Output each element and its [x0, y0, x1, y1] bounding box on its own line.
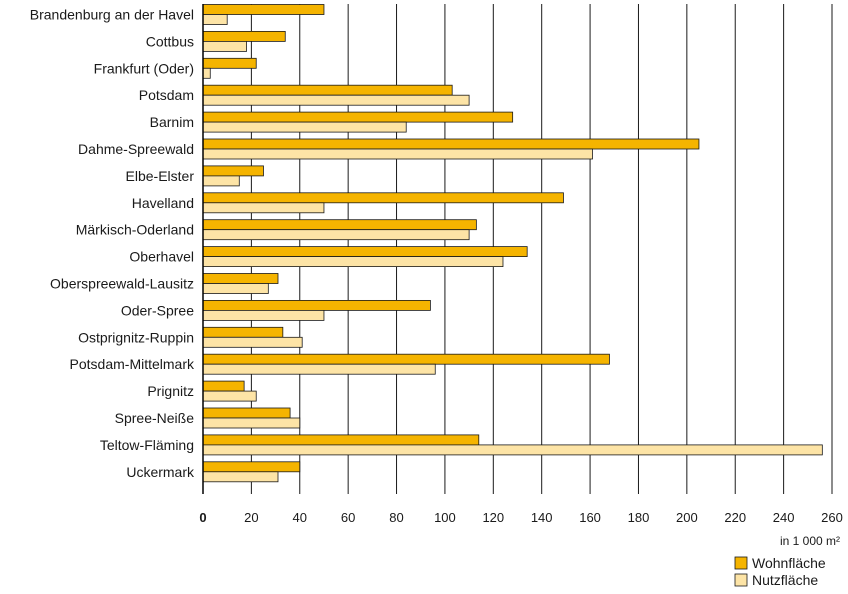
bar-wohnflaeche: [202, 165, 264, 177]
category-label: Frankfurt (Oder): [94, 60, 194, 76]
bar-wohnflaeche: [202, 326, 284, 338]
bar-wohnflaeche: [202, 4, 325, 15]
category-label: Teltow-Fläming: [100, 437, 194, 453]
bar-nutzflaeche: [202, 202, 325, 214]
bar-nutzflaeche: [202, 390, 257, 402]
category-label: Havelland: [132, 195, 194, 211]
bar-nutzflaeche: [202, 229, 470, 241]
bar-nutzflaeche: [202, 283, 269, 294]
bar-nutzflaeche: [202, 41, 247, 52]
bar-nutzflaeche: [202, 444, 823, 456]
category-label: Oberhavel: [129, 249, 194, 265]
bar-wohnflaeche: [202, 380, 245, 392]
bar-nutzflaeche: [202, 336, 303, 348]
bar-wohnflaeche: [202, 138, 700, 150]
bar-wohnflaeche: [202, 353, 610, 365]
legend-label-nutzflaeche: Nutzfläche: [752, 572, 818, 588]
legend-label-wohnflaeche: Wohnfläche: [752, 555, 826, 571]
category-label: Oder-Spree: [121, 302, 194, 318]
category-label: Brandenburg an der Havel: [30, 7, 194, 23]
category-label: Prignitz: [147, 383, 194, 399]
bar-wohnflaeche: [202, 57, 257, 69]
category-label: Elbe-Elster: [126, 168, 195, 184]
bar-nutzflaeche: [202, 121, 407, 133]
category-label: Potsdam: [139, 87, 194, 103]
bar-nutzflaeche: [202, 67, 211, 79]
x-tick-label-220: 220: [724, 510, 746, 525]
legend-swatch-wohnflaeche: [734, 556, 748, 570]
bar-nutzflaeche: [202, 471, 279, 483]
bar-wohnflaeche: [202, 219, 477, 231]
x-tick-label-120: 120: [482, 510, 504, 525]
category-label: Potsdam-Mittelmark: [70, 356, 195, 372]
bar-nutzflaeche: [202, 94, 470, 106]
category-labels: Brandenburg an der Havel Cottbus Frankfurt…: [30, 7, 195, 480]
category-label: Spree-Neiße: [115, 410, 195, 426]
bar-wohnflaeche: [202, 273, 279, 284]
category-label: Oberspreewald-Lausitz: [50, 276, 194, 292]
bar-nutzflaeche: [202, 175, 240, 187]
category-label: Cottbus: [146, 33, 194, 49]
bar-nutzflaeche: [202, 256, 504, 268]
bar-wohnflaeche: [202, 111, 514, 123]
x-tick-label-180: 180: [628, 510, 650, 525]
x-tick-label-20: 20: [244, 510, 258, 525]
bar-nutzflaeche: [202, 363, 436, 375]
x-tick-label-100: 100: [434, 510, 456, 525]
bar-wohnflaeche: [202, 434, 480, 446]
category-label: Barnim: [150, 114, 194, 130]
bar-wohnflaeche: [202, 299, 431, 311]
x-tick-label-200: 200: [676, 510, 698, 525]
x-tick-label-40: 40: [293, 510, 307, 525]
category-label: Uckermark: [126, 464, 195, 480]
x-tick-label-140: 140: [531, 510, 553, 525]
bar-wohnflaeche: [202, 30, 286, 42]
x-tick-labels: 0 20 40 60 80 100 120 140 160 180 200 220 240 260: [199, 510, 842, 525]
category-label: Ostprignitz-Ruppin: [78, 329, 194, 345]
x-tick-label-240: 240: [773, 510, 795, 525]
category-label: Märkisch-Oderland: [76, 222, 194, 238]
bar-wohnflaeche: [202, 246, 528, 258]
x-tick-label-160: 160: [579, 510, 601, 525]
bar-wohnflaeche: [202, 192, 564, 204]
legend-swatch-nutzflaeche: [734, 573, 748, 587]
bar-nutzflaeche: [202, 14, 228, 25]
bar-nutzflaeche: [202, 309, 325, 321]
x-unit-label: in 1 000 m²: [780, 534, 840, 548]
category-label: Dahme-Spreewald: [78, 141, 194, 157]
bars-group: [202, 4, 823, 483]
x-tick-label-260: 260: [821, 510, 843, 525]
x-tick-label-0: 0: [199, 510, 206, 525]
bar-wohnflaeche: [202, 84, 453, 96]
x-tick-label-60: 60: [341, 510, 355, 525]
bar-wohnflaeche: [202, 407, 291, 419]
x-tick-label-80: 80: [389, 510, 403, 525]
bar-nutzflaeche: [202, 148, 593, 160]
bar-nutzflaeche: [202, 417, 301, 429]
bar-wohnflaeche: [202, 461, 301, 473]
